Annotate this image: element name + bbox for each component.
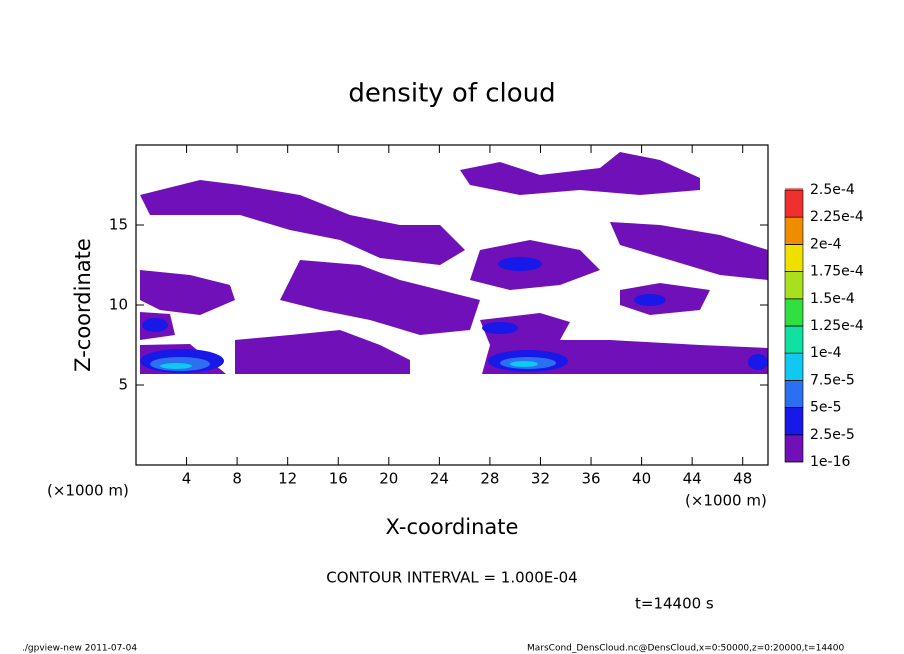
colorbar-cell bbox=[785, 188, 803, 190]
cloud-core bbox=[498, 257, 542, 271]
cloud-region bbox=[460, 152, 700, 195]
colorbar-cell bbox=[784, 407, 804, 436]
x-tick-label: 32 bbox=[531, 470, 550, 488]
colorbar-label: 1.25e-4 bbox=[810, 318, 864, 334]
x-tick-label: 16 bbox=[329, 470, 348, 488]
colorbar-label: 1e-16 bbox=[810, 454, 850, 470]
x-tick-label: 36 bbox=[581, 470, 600, 488]
x-unit: (×1000 m) bbox=[47, 482, 129, 500]
footer: ./gpview-new 2011-07-04 bbox=[22, 644, 137, 654]
cloud-region bbox=[140, 180, 465, 265]
cloud-region bbox=[280, 260, 480, 335]
cloud-core bbox=[142, 318, 168, 332]
colorbar-label: 1.75e-4 bbox=[810, 264, 864, 280]
cloud-core bbox=[510, 361, 538, 367]
y-tick-label: 10 bbox=[109, 296, 128, 314]
contour-field bbox=[140, 152, 768, 374]
colorbar-label: 2.5e-4 bbox=[810, 182, 855, 198]
colorbar-cell bbox=[784, 271, 804, 300]
colorbar-cell bbox=[784, 352, 804, 381]
colorbar-label: 2e-4 bbox=[810, 236, 842, 252]
colorbar-label: 1.5e-4 bbox=[810, 291, 855, 307]
x-tick-label: 4 bbox=[182, 470, 192, 488]
annotation: t=14400 s bbox=[635, 595, 714, 613]
x-tick-label: 28 bbox=[480, 470, 499, 488]
x-tick-label: 48 bbox=[733, 470, 752, 488]
colorbar-label: 1e-4 bbox=[810, 345, 842, 361]
cloud-core bbox=[160, 363, 192, 369]
colorbar-cell bbox=[784, 244, 804, 272]
y-tick-label: 15 bbox=[109, 216, 128, 234]
x-tick-label: 24 bbox=[430, 470, 449, 488]
cloud-region bbox=[235, 330, 410, 374]
cloud-core bbox=[748, 354, 768, 370]
colorbar-label: 2.5e-5 bbox=[810, 427, 855, 443]
x-tick-label: 8 bbox=[232, 470, 242, 488]
colorbar-label: 7.5e-5 bbox=[810, 372, 855, 388]
x-tick-label: 20 bbox=[379, 470, 398, 488]
chart-title: density of cloud bbox=[348, 79, 555, 109]
cloud-region bbox=[140, 152, 768, 374]
footer: MarsCond_DensCloud.nc@DensCloud,x=0:5000… bbox=[527, 644, 844, 654]
colorbar-label: 2.25e-4 bbox=[810, 209, 864, 225]
x-tick-label: 40 bbox=[632, 470, 651, 488]
colorbar-label: 5e-5 bbox=[810, 400, 841, 416]
cloud-region bbox=[610, 222, 768, 280]
annotation: CONTOUR INTERVAL = 1.000E-04 bbox=[326, 569, 577, 587]
cloud-core bbox=[482, 322, 518, 334]
x-tick-label: 44 bbox=[683, 470, 702, 488]
x-unit: (×1000 m) bbox=[685, 492, 767, 510]
cloud-core bbox=[634, 294, 666, 306]
colorbar-cell bbox=[784, 380, 804, 408]
cloud-region bbox=[140, 270, 235, 315]
colorbar-cell bbox=[784, 216, 804, 245]
y-axis-label: Z-coordinate bbox=[71, 238, 95, 372]
y-tick-label: 5 bbox=[118, 376, 128, 394]
x-axis-label: X-coordinate bbox=[386, 515, 519, 539]
colorbar-cell bbox=[784, 325, 804, 354]
x-tick-label: 12 bbox=[278, 470, 297, 488]
colorbar-cell bbox=[784, 298, 804, 327]
colorbar-cell bbox=[784, 434, 804, 463]
colorbar-cell bbox=[784, 189, 804, 218]
